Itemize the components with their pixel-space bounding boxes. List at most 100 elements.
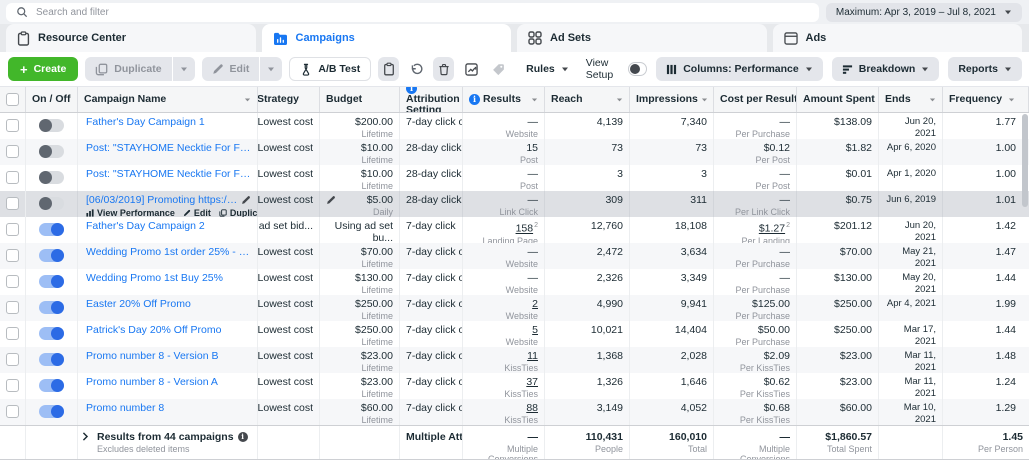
table-row[interactable]: Post: "STAYHOME Necktie For Fun Contest"… (0, 165, 1029, 191)
sort-icon[interactable] (929, 96, 936, 103)
sort-icon[interactable] (616, 96, 623, 103)
campaign-name-link[interactable]: Father's Day Campaign 1 (86, 116, 205, 128)
row-checkbox[interactable] (6, 379, 19, 392)
tab-campaigns[interactable]: Campaigns (261, 24, 511, 52)
campaign-name-link[interactable]: Wedding Promo 1st order 25% - image (86, 246, 251, 258)
row-checkbox[interactable] (6, 353, 19, 366)
row-checkbox[interactable] (6, 145, 19, 158)
table-row[interactable]: Father's Day Campaign 2 Using ad set bid… (0, 217, 1029, 243)
row-checkbox[interactable] (6, 405, 19, 418)
column-header[interactable]: Amount Spent (797, 87, 879, 112)
campaign-toggle[interactable] (39, 197, 64, 210)
view-performance-action[interactable]: View Performance (86, 207, 175, 217)
column-header[interactable]: Ends (879, 87, 943, 112)
frequency-cell: 1.42 (995, 220, 1016, 232)
columns-button[interactable]: Columns: Performance (656, 57, 823, 81)
chevron-right-icon[interactable] (82, 432, 89, 459)
campaign-toggle[interactable] (39, 353, 64, 366)
info-icon[interactable]: i (237, 432, 248, 442)
campaign-toggle[interactable] (39, 301, 64, 314)
campaign-name-link[interactable]: Promo number 8 (86, 402, 165, 414)
column-header[interactable]: i Results (463, 87, 545, 112)
column-header[interactable]: i Attribution Setting (400, 87, 463, 112)
breakdown-button[interactable]: Breakdown (831, 57, 940, 81)
row-checkbox[interactable] (6, 275, 19, 288)
column-header[interactable]: Budget (320, 87, 400, 112)
table-row[interactable]: Wedding Promo 1st order 25% - image Lowe… (0, 243, 1029, 269)
date-range-selector[interactable]: Maximum: Apr 3, 2019 – Jul 8, 2021 (825, 2, 1022, 22)
campaign-name-link[interactable]: Easter 20% Off Promo (86, 298, 191, 310)
duplicate-dropdown-button[interactable] (172, 57, 195, 81)
campaign-toggle[interactable] (39, 171, 64, 184)
edit-budget-pencil-icon[interactable] (326, 195, 336, 205)
campaign-name-link[interactable]: Post: "STAYHOME Necktie For Fun Contest" (86, 168, 251, 180)
campaign-toggle[interactable] (39, 275, 64, 288)
rules-button[interactable]: Rules (516, 57, 579, 81)
row-checkbox[interactable] (6, 301, 19, 314)
table-row[interactable]: [06/03/2019] Promoting https://www.kisst… (0, 191, 1029, 217)
tab-resource-center[interactable]: Resource Center (6, 24, 256, 52)
tab-ad-sets[interactable]: Ad Sets (517, 24, 767, 52)
column-header[interactable]: On / Off (26, 87, 78, 112)
campaign-name-link[interactable]: Promo number 8 - Version A (86, 376, 218, 388)
select-all-checkbox[interactable] (6, 93, 19, 106)
row-checkbox[interactable] (6, 119, 19, 132)
performance-chart-icon-button[interactable] (460, 57, 482, 81)
reports-button[interactable]: Reports (948, 57, 1023, 81)
row-checkbox[interactable] (6, 197, 19, 210)
info-icon[interactable]: i (469, 94, 480, 105)
duplicate-button[interactable]: Duplicate (85, 57, 172, 81)
campaign-toggle[interactable] (39, 249, 64, 262)
campaign-toggle[interactable] (39, 119, 64, 132)
campaign-toggle[interactable] (39, 223, 64, 236)
trash-icon-button[interactable] (433, 57, 454, 81)
view-setup-toggle[interactable] (628, 62, 648, 76)
column-header[interactable]: Bid Strategy (258, 87, 320, 112)
row-checkbox[interactable] (6, 171, 19, 184)
campaign-toggle[interactable] (39, 145, 64, 158)
edit-action[interactable]: Edit (183, 207, 211, 217)
table-row[interactable]: Wedding Promo 1st Buy 25% Lowest cost $1… (0, 269, 1029, 295)
campaign-name-link[interactable]: Patrick's Day 20% Off Promo (86, 324, 222, 336)
column-header[interactable]: Campaign Name (78, 87, 258, 112)
sort-icon[interactable] (701, 96, 708, 103)
campaign-name-link[interactable]: [06/03/2019] Promoting https://www.kisst… (86, 194, 239, 206)
table-row[interactable]: Post: "STAYHOME Necktie For Fun Contest"… (0, 139, 1029, 165)
duplicate-action[interactable]: Duplicate (219, 207, 257, 217)
vertical-scrollbar[interactable] (1022, 114, 1028, 207)
table-row[interactable]: Promo number 8 - Version B Lowest cost $… (0, 347, 1029, 373)
row-checkbox[interactable] (6, 327, 19, 340)
sort-icon[interactable] (531, 96, 538, 103)
campaign-toggle[interactable] (39, 379, 64, 392)
campaign-name-link[interactable]: Father's Day Campaign 2 (86, 220, 205, 232)
column-header[interactable]: Frequency (943, 87, 1029, 112)
table-row[interactable]: Promo number 8 Lowest cost $60.00 Lifetim… (0, 399, 1029, 425)
ab-test-button[interactable]: A/B Test (289, 57, 372, 81)
sort-icon[interactable] (244, 96, 251, 103)
table-row[interactable]: Father's Day Campaign 1 Lowest cost $200… (0, 113, 1029, 139)
campaign-name-link[interactable]: Wedding Promo 1st Buy 25% (86, 272, 223, 284)
undo-icon-button[interactable] (405, 57, 427, 81)
search-input[interactable]: Search and filter (6, 2, 819, 22)
campaign-name-link[interactable]: Post: "STAYHOME Necktie For Fun Contest" (86, 142, 251, 154)
column-header[interactable]: Impressions (630, 87, 714, 112)
campaign-name-link[interactable]: Promo number 8 - Version B (86, 350, 219, 362)
campaign-toggle[interactable] (39, 327, 64, 340)
column-header[interactable]: Cost per Result (714, 87, 797, 112)
column-header[interactable]: Reach (545, 87, 630, 112)
sort-icon[interactable] (1008, 96, 1015, 103)
clipboard-icon-button[interactable] (378, 57, 399, 81)
table-row[interactable]: Patrick's Day 20% Off Promo Lowest cost … (0, 321, 1029, 347)
edit-button[interactable]: Edit (201, 57, 260, 81)
tab-ads[interactable]: Ads (772, 24, 1022, 52)
edit-name-pencil-icon[interactable] (241, 195, 251, 205)
edit-dropdown-button[interactable] (260, 57, 283, 81)
row-checkbox[interactable] (6, 249, 19, 262)
create-button[interactable]: + Create (8, 57, 79, 81)
row-checkbox[interactable] (6, 223, 19, 236)
campaign-toggle[interactable] (39, 405, 64, 418)
table-row[interactable]: Promo number 8 - Version A Lowest cost $… (0, 373, 1029, 399)
table-row[interactable]: Easter 20% Off Promo Lowest cost $250.00… (0, 295, 1029, 321)
info-icon[interactable]: i (406, 87, 417, 94)
tag-icon-button[interactable] (488, 57, 510, 81)
